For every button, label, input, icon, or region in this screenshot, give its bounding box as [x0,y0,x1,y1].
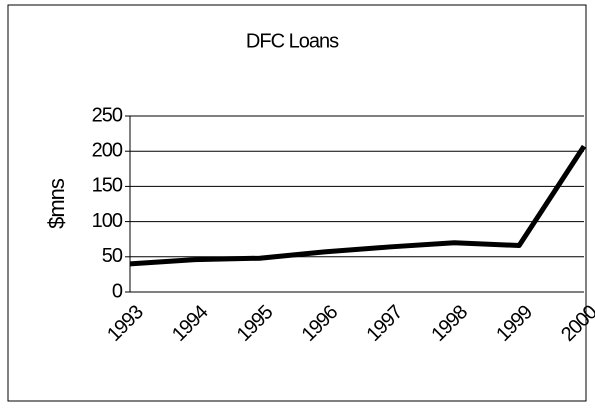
y-tick-label: 50 [102,245,123,267]
y-tick-label: 0 [112,280,123,302]
y-tick-label: 100 [92,210,123,232]
y-tick-label: 150 [92,175,123,197]
y-tick-label: 250 [92,104,123,126]
y-tick-label: 200 [92,139,123,161]
chart-title: DFC Loans [246,30,339,52]
chart-border [7,4,587,402]
y-axis-label: $mns [44,178,69,229]
data-line [129,144,587,267]
